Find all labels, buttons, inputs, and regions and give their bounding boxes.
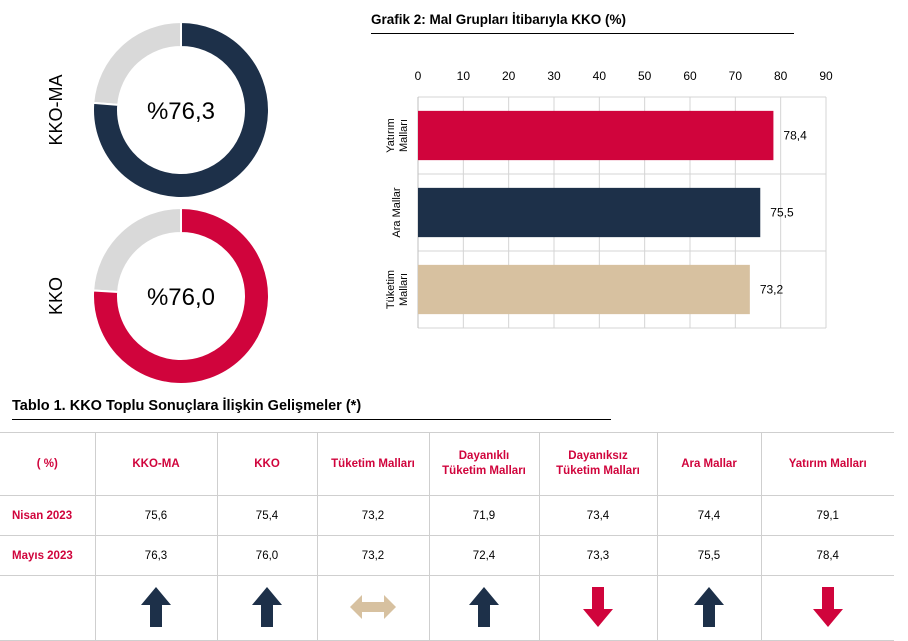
donut-side-label: KKO — [46, 277, 66, 315]
donut-center-label: %76,0 — [147, 284, 215, 311]
x-tick-label: 20 — [502, 69, 516, 83]
double-arrow-icon — [350, 594, 396, 619]
table-cell: 71,9 — [428, 495, 540, 536]
down-arrow-icon — [812, 586, 843, 627]
header-consumer-goods: Tüketim Malları — [316, 432, 430, 496]
table-cell: 76,3 — [94, 535, 218, 576]
header-kko-ma: KKO-MA — [94, 432, 218, 496]
table-cell: 73,2 — [316, 535, 430, 576]
donut-value-slice — [92, 206, 270, 385]
x-tick-label: 80 — [774, 69, 788, 83]
table-cell: 73,4 — [538, 495, 658, 536]
x-tick-label: 70 — [729, 69, 743, 83]
donut-value-slice — [92, 20, 270, 199]
table-cell: 75,4 — [216, 495, 318, 536]
header-kko-ma-text: KKO-MA — [132, 457, 180, 470]
x-tick-label: 90 — [819, 69, 833, 83]
donut-remainder-slice — [92, 20, 182, 106]
trend-cell — [656, 575, 762, 641]
up-arrow-icon — [469, 586, 499, 627]
header-investment-goods: Yatırım Malları — [760, 432, 894, 496]
donut-side-label: KKO-MA — [46, 74, 66, 145]
table-cell: 74,4 — [656, 495, 762, 536]
header-durable-consumer-goods-text: Dayanıklı Tüketim Malları — [442, 450, 526, 477]
y-category-label: TüketimMalları — [385, 270, 410, 309]
table-cell: 73,2 — [316, 495, 430, 536]
trend-cell — [538, 575, 658, 641]
header-investment-goods-text: Yatırım Malları — [788, 457, 867, 470]
header-nondurable-consumer-goods: Dayanıksız Tüketim Malları — [538, 432, 658, 496]
table-row: Mayıs 2023 76,3 76,0 73,2 72,4 73,3 75,5… — [0, 535, 894, 576]
bar-value-label: 73,2 — [760, 283, 784, 297]
table-cell: 78,4 — [760, 535, 894, 576]
header-nondurable-consumer-goods-text: Dayanıksız Tüketim Malları — [556, 450, 640, 477]
bar-chart-title: Grafik 2: Mal Grupları İtibarıyla KKO (%… — [371, 12, 627, 27]
donut-remainder-slice — [92, 206, 182, 294]
bar — [418, 187, 761, 238]
up-arrow-icon — [694, 586, 724, 627]
table-title: Tablo 1. KKO Toplu Sonuçlara İlişkin Gel… — [12, 398, 362, 414]
table-cell: 75,5 — [656, 535, 762, 576]
header-intermediate-goods: Ara Mallar — [656, 432, 762, 496]
header-unit: ( %) — [0, 432, 96, 496]
trend-cell — [216, 575, 318, 641]
table-cell: 73,3 — [538, 535, 658, 576]
x-tick-label: 10 — [457, 69, 471, 83]
y-category-label: YatırımMalları — [385, 118, 410, 153]
trend-cell — [316, 575, 430, 641]
donut-charts: %76,3 KKO-MA %76,0 KKO — [46, 20, 270, 385]
trend-arrow-row — [0, 575, 894, 641]
donut-center-label: %76,3 — [147, 98, 215, 125]
header-consumer-goods-text: Tüketim Malları — [331, 457, 415, 470]
row-label-april: Nisan 2023 — [0, 495, 96, 536]
header-durable-consumer-goods: Dayanıklı Tüketim Malları — [428, 432, 540, 496]
bar-value-label: 78,4 — [783, 129, 807, 143]
up-arrow-icon — [252, 586, 282, 627]
kko-by-goods-bar-chart: 0 10 20 30 40 50 60 70 80 90 78,4 YatırımMalları 75,… — [385, 69, 833, 329]
header-kko: KKO — [216, 432, 318, 496]
trend-cell — [94, 575, 218, 641]
header-intermediate-goods-text: Ara Mallar — [681, 457, 737, 470]
kko-developments-table: ( %) KKO-MA KKO Tüketim Malları Dayanıkl… — [0, 432, 894, 641]
table-row: Nisan 2023 75,6 75,4 73,2 71,9 73,4 74,4… — [0, 495, 894, 536]
table-header-row: ( %) KKO-MA KKO Tüketim Malları Dayanıkl… — [0, 432, 894, 496]
x-tick-label: 30 — [547, 69, 561, 83]
down-arrow-icon — [583, 586, 613, 627]
bar-chart-title-rule — [371, 33, 794, 34]
x-tick-label: 50 — [638, 69, 652, 83]
trend-cell — [760, 575, 894, 641]
table-cell: 79,1 — [760, 495, 894, 536]
row-label-may: Mayıs 2023 — [0, 535, 96, 576]
table-cell: 76,0 — [216, 535, 318, 576]
table-cell: 75,6 — [94, 495, 218, 536]
table-cell: 72,4 — [428, 535, 540, 576]
x-tick-label: 0 — [415, 69, 422, 83]
trend-cell — [428, 575, 540, 641]
header-kko-text: KKO — [254, 457, 280, 470]
bar — [418, 110, 774, 161]
y-category-label: Ara Mallar — [391, 187, 403, 237]
bar-value-label: 75,5 — [770, 206, 794, 220]
header-unit-text: ( %) — [36, 457, 58, 470]
table-title-rule — [12, 419, 611, 420]
up-arrow-icon — [141, 586, 171, 627]
x-tick-label: 40 — [593, 69, 607, 83]
bar — [418, 264, 750, 315]
x-tick-label: 60 — [683, 69, 697, 83]
trend-empty-cell — [0, 575, 96, 641]
